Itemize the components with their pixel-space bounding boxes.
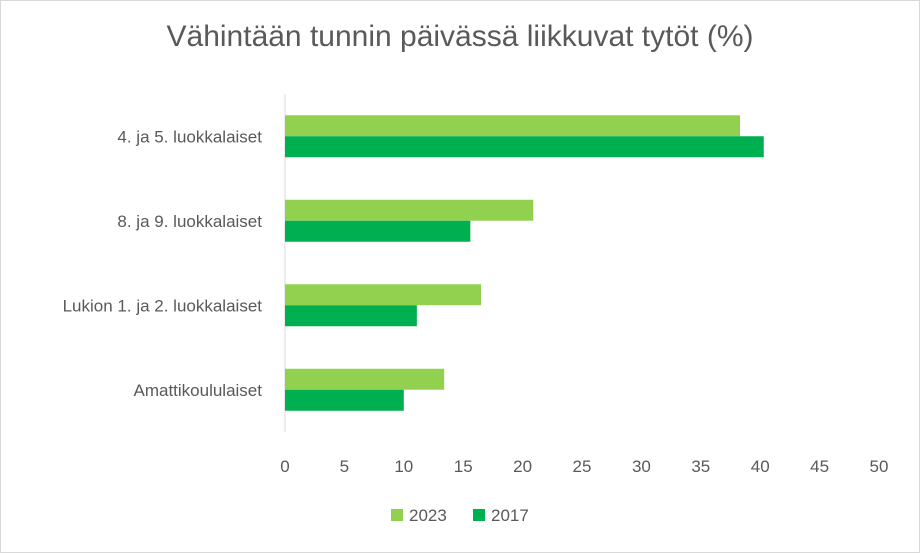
- bar-2017: [285, 220, 471, 242]
- x-tick-label: 5: [340, 457, 349, 476]
- legend-swatch-2023: [391, 509, 403, 521]
- bar-2023: [285, 368, 445, 390]
- x-tick-label: 45: [810, 457, 829, 476]
- x-tick-label: 20: [513, 457, 532, 476]
- category-label: Lukion 1. ja 2. luokkalaiset: [63, 296, 263, 315]
- chart-title: Vähintään tunnin päivässä liikkuvat tytö…: [166, 20, 754, 53]
- bar-2023: [285, 199, 534, 221]
- bar-2023: [285, 284, 482, 306]
- legend-label: 2017: [491, 506, 529, 525]
- x-tick-label: 0: [280, 457, 289, 476]
- x-tick-label: 50: [870, 457, 889, 476]
- bar-2017: [285, 305, 417, 327]
- x-tick-label: 25: [573, 457, 592, 476]
- category-label: 4. ja 5. luokkalaiset: [117, 127, 262, 146]
- x-tick-label: 40: [751, 457, 770, 476]
- bar-2023: [285, 115, 741, 137]
- x-tick-label: 30: [632, 457, 651, 476]
- bar-2017: [285, 389, 404, 411]
- bar-2017: [285, 136, 764, 158]
- x-tick-label: 10: [394, 457, 413, 476]
- category-label: 8. ja 9. luokkalaiset: [117, 212, 262, 231]
- legend-label: 2023: [409, 506, 447, 525]
- x-tick-label: 35: [691, 457, 710, 476]
- legend-swatch-2017: [473, 509, 485, 521]
- x-tick-label: 15: [454, 457, 473, 476]
- category-label: Amattikoululaiset: [133, 381, 262, 400]
